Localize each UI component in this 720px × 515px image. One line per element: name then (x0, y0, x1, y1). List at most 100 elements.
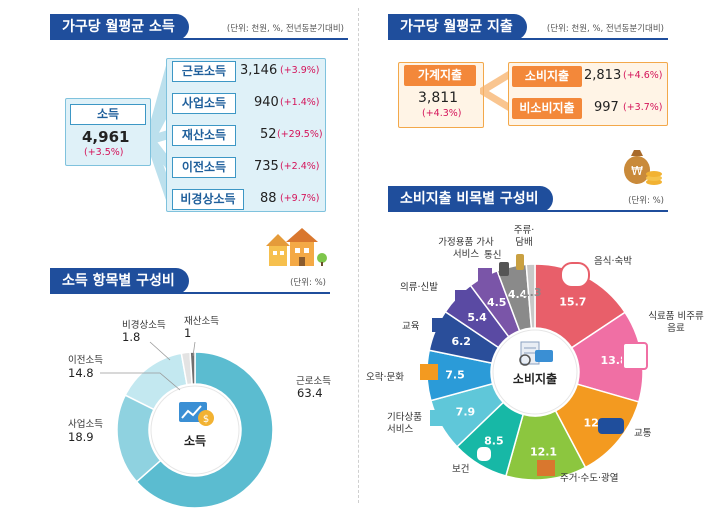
expenditure-total-label: 가계지출 (404, 65, 476, 86)
svg-text:₩: ₩ (631, 164, 643, 178)
income-leader-lines (100, 341, 196, 391)
clothing-icon (455, 290, 469, 304)
income-item-value: 940 (254, 95, 279, 110)
income-item-change: (+1.4%) (280, 97, 320, 108)
income-item-value: 52 (260, 127, 277, 142)
income-unit-note: (단위: 천원, %, 전년동분기대비) (226, 24, 344, 34)
expenditure-item-label: 비소비지출 (512, 98, 582, 119)
liquor-icon (516, 254, 524, 270)
income-donut-center-label: 소득 (183, 434, 207, 448)
svg-text:$: $ (203, 414, 209, 425)
money-bag-icon: ₩ (624, 150, 662, 185)
income-comp-title: 소득 항목별 구성비 (50, 268, 189, 294)
education-icon (432, 318, 448, 332)
consumption-value-label: 12.1 (530, 446, 557, 459)
income-comp-unit: (단위: %) (290, 278, 326, 288)
household-icon (478, 268, 492, 282)
consumption-slice-label: 음식·숙박 (594, 256, 632, 267)
income-item-label: 비경상소득 (172, 189, 244, 210)
expenditure-item-label: 소비지출 (512, 66, 582, 87)
income-connector-lines (145, 63, 175, 203)
income-item-label: 근로소득 (172, 61, 236, 82)
consumption-value-label: 5.4 (467, 311, 487, 324)
consumption-comp-header: 소비지출 비목별 구성비 (단위: %) (388, 186, 668, 212)
income-item-change: (+29.5%) (277, 129, 323, 140)
expenditure-section-title: 가구당 월평균 지출 (388, 14, 527, 40)
income-comp-header: 소득 항목별 구성비 (단위: %) (50, 268, 330, 294)
consumption-comp-unit: (단위: %) (628, 196, 664, 206)
income-item-change: (+2.4%) (280, 161, 320, 172)
expenditure-item-change: (+3.7%) (623, 102, 663, 113)
expenditure-total-value: 3,811 (418, 90, 459, 106)
income-total-label: 소득 (70, 104, 146, 125)
income-item-value: 735 (254, 159, 279, 174)
income-slice-label: 재산소득 (184, 316, 219, 327)
consumption-donut-center-label: 소비지출 (512, 372, 558, 386)
houses-icon (266, 228, 327, 266)
income-total-value: 4,961 (82, 128, 130, 146)
grocery-icon (622, 342, 648, 370)
income-slice-label: 사업소득 (68, 419, 103, 430)
header-rule (50, 292, 330, 294)
consumption-value-label: 7.9 (456, 405, 476, 418)
consumption-slice-label: 보건 (452, 464, 470, 475)
consumption-slice-label: 오락·문화 (366, 372, 404, 383)
entertainment-icon (420, 364, 438, 380)
income-item-label: 사업소득 (172, 93, 236, 114)
consumption-comp-title: 소비지출 비목별 구성비 (388, 186, 553, 212)
expenditure-unit-note: (단위: 천원, %, 전년동분기대비) (546, 24, 664, 34)
consumption-slice-label: 통신 (484, 250, 502, 261)
consumption-value-label: 1.3 (522, 286, 542, 299)
consumption-value-label: 6.2 (451, 335, 471, 348)
phone-icon (499, 262, 509, 276)
income-center-hole (150, 385, 240, 475)
consumption-donut-chart: 15.713.812.812.18.57.97.56.25.44.54.41.3 (426, 263, 644, 481)
income-slice-value: 14.8 (68, 366, 94, 380)
income-slice-label: 근로소득 (296, 376, 331, 387)
income-item-value: 88 (260, 191, 277, 206)
header-rule (50, 38, 348, 40)
expenditure-section-header: 가구당 월평균 지출 (단위: 천원, %, 전년동분기대비) (388, 14, 668, 40)
money-growth-icon: $ (179, 402, 214, 426)
food-icon (560, 262, 590, 288)
misc-goods-icon (430, 410, 444, 426)
income-slice-value: 1.8 (122, 330, 141, 344)
consumption-center-block: 소비지출 (495, 340, 575, 387)
income-center-block: $ 소득 (165, 398, 225, 452)
income-section-header: 가구당 월평균 소득 (단위: 천원, %, 전년동분기대비) (50, 14, 348, 40)
income-section-title: 가구당 월평균 소득 (50, 14, 189, 40)
consumption-slice-label: 식료품 비주류음료 (648, 311, 704, 334)
consumption-center-hole (492, 329, 578, 415)
consumption-slice-label: 주류·담배 (513, 225, 535, 248)
income-total-change: (+3.5%) (84, 147, 124, 158)
income-item-change: (+3.9%) (280, 65, 320, 76)
consumption-slice-label: 의류·신발 (400, 282, 438, 293)
expenditure-item-change: (+4.6%) (623, 70, 663, 81)
income-slice-value: 63.4 (297, 386, 323, 400)
panel-divider (358, 8, 359, 503)
car-icon (598, 418, 624, 434)
consumption-value-label: 4.5 (487, 296, 507, 309)
income-item-label: 이전소득 (172, 157, 236, 178)
income-item-change: (+9.7%) (280, 193, 320, 204)
income-item-label: 재산소득 (172, 125, 236, 146)
consumption-slice-label: 교육 (402, 321, 420, 332)
consumption-value-label: 8.5 (484, 435, 504, 448)
receipt-card-icon (519, 341, 553, 366)
income-item-value: 3,146 (240, 63, 278, 78)
income-donut-chart (116, 351, 274, 509)
house-icon (537, 460, 555, 476)
consumption-slice (525, 263, 536, 329)
income-slice (135, 351, 274, 509)
consumption-slice-label: 가정용품 가사서비스 (438, 237, 494, 260)
income-slice-label: 비경상소득 (122, 320, 166, 331)
expenditure-item-value: 2,813 (584, 68, 622, 83)
income-slice-value: 1 (184, 326, 192, 340)
consumption-slice-label: 기타상품 서비스 (387, 412, 422, 435)
consumption-value-label: 4.4 (508, 288, 528, 301)
expenditure-total-change: (+4.3%) (422, 108, 462, 119)
income-slice-value: 18.9 (68, 430, 94, 444)
health-icon (475, 445, 493, 463)
income-slice (189, 351, 196, 385)
consumption-slice-label: 주거·수도·광열 (560, 473, 619, 484)
